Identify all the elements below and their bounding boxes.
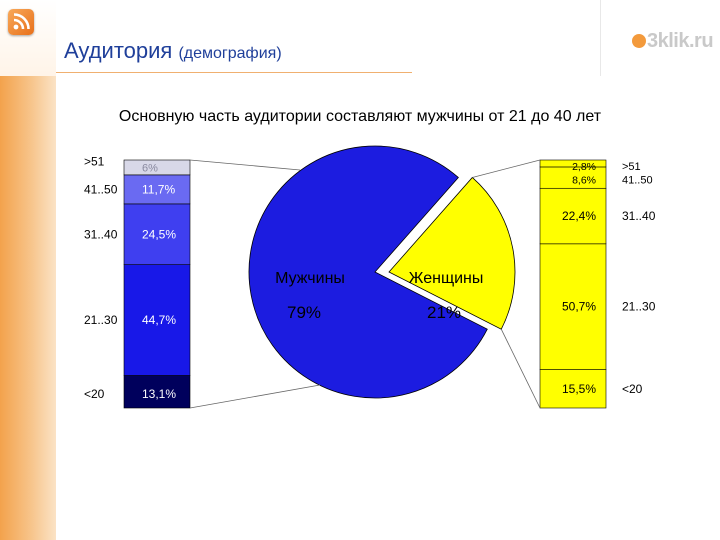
title-underline bbox=[56, 72, 412, 73]
bar-women-age-gt51: >51 bbox=[622, 161, 641, 173]
bar-women-value-gt51: 2,8% bbox=[572, 161, 596, 173]
bar-men-age-4150: 41..50 bbox=[84, 182, 118, 196]
connector-men-top bbox=[189, 159, 301, 171]
connector-women-bottom bbox=[500, 329, 541, 409]
logo-dot-icon bbox=[632, 34, 646, 48]
bar-women-age-4150: 41..50 bbox=[622, 175, 653, 187]
pie-label-men-name: Мужчины bbox=[275, 270, 345, 287]
pie-label-women-name: Женщины bbox=[409, 270, 484, 287]
logo-text: 3klik.ru bbox=[647, 30, 714, 52]
bar-women-value-lt20: 15,5% bbox=[562, 382, 596, 396]
bar-women-segment-3140 bbox=[539, 187, 607, 245]
bar-men-age-gt51: >51 bbox=[84, 154, 105, 168]
bar-men-age-lt20: <20 bbox=[84, 387, 105, 401]
bar-women-value-2130: 50,7% bbox=[562, 300, 596, 314]
bar-men-segment-gt51 bbox=[123, 159, 191, 176]
bar-women-age-3140: 31..40 bbox=[622, 209, 656, 223]
bar-women-value-3140: 22,4% bbox=[562, 209, 596, 223]
rss-icon[interactable] bbox=[8, 9, 34, 35]
bar-men-value-3140: 24,5% bbox=[142, 227, 176, 241]
side-band bbox=[0, 76, 56, 540]
bar-men-value-gt51: 6% bbox=[142, 162, 158, 174]
connector-men-bottom bbox=[189, 384, 321, 409]
bar-women-segment-lt20 bbox=[539, 369, 607, 409]
pie-slice-women bbox=[388, 176, 516, 330]
page-title-note: (демография) bbox=[178, 45, 282, 62]
brand-logo[interactable]: 3klik.ru bbox=[632, 30, 714, 53]
page-title-main: Аудитория bbox=[64, 38, 173, 63]
bar-women-value-4150: 8,6% bbox=[572, 175, 596, 187]
bar-women-age-2130: 21..30 bbox=[622, 300, 656, 314]
bar-men-value-lt20: 13,1% bbox=[142, 387, 176, 401]
bar-men-value-2130: 44,7% bbox=[142, 313, 176, 327]
bar-men-segment-4150 bbox=[123, 174, 191, 205]
bar-men-value-4150: 11,7% bbox=[142, 182, 175, 196]
bar-women-segment-gt51 bbox=[539, 159, 607, 168]
page-title: Аудитория (демография) bbox=[64, 38, 282, 64]
connector-women-top bbox=[472, 159, 541, 178]
rss-glyph bbox=[13, 13, 30, 30]
bar-women-age-lt20: <20 bbox=[622, 382, 643, 396]
bar-women-segment-2130 bbox=[539, 243, 607, 370]
chart-title: Основную часть аудитории составляют мужч… bbox=[118, 108, 602, 125]
bar-men-segment-3140 bbox=[123, 203, 191, 265]
bar-men-segment-lt20 bbox=[123, 375, 191, 409]
pie-label-men-value: 79% bbox=[287, 303, 321, 322]
pie-label-women-value: 21% bbox=[427, 303, 461, 322]
bar-men-age-2130: 21..30 bbox=[84, 313, 118, 327]
pie-slice-men bbox=[248, 145, 488, 399]
bar-men-segment-2130 bbox=[123, 264, 191, 376]
header-divider bbox=[600, 0, 601, 76]
bar-men-age-3140: 31..40 bbox=[84, 227, 118, 241]
